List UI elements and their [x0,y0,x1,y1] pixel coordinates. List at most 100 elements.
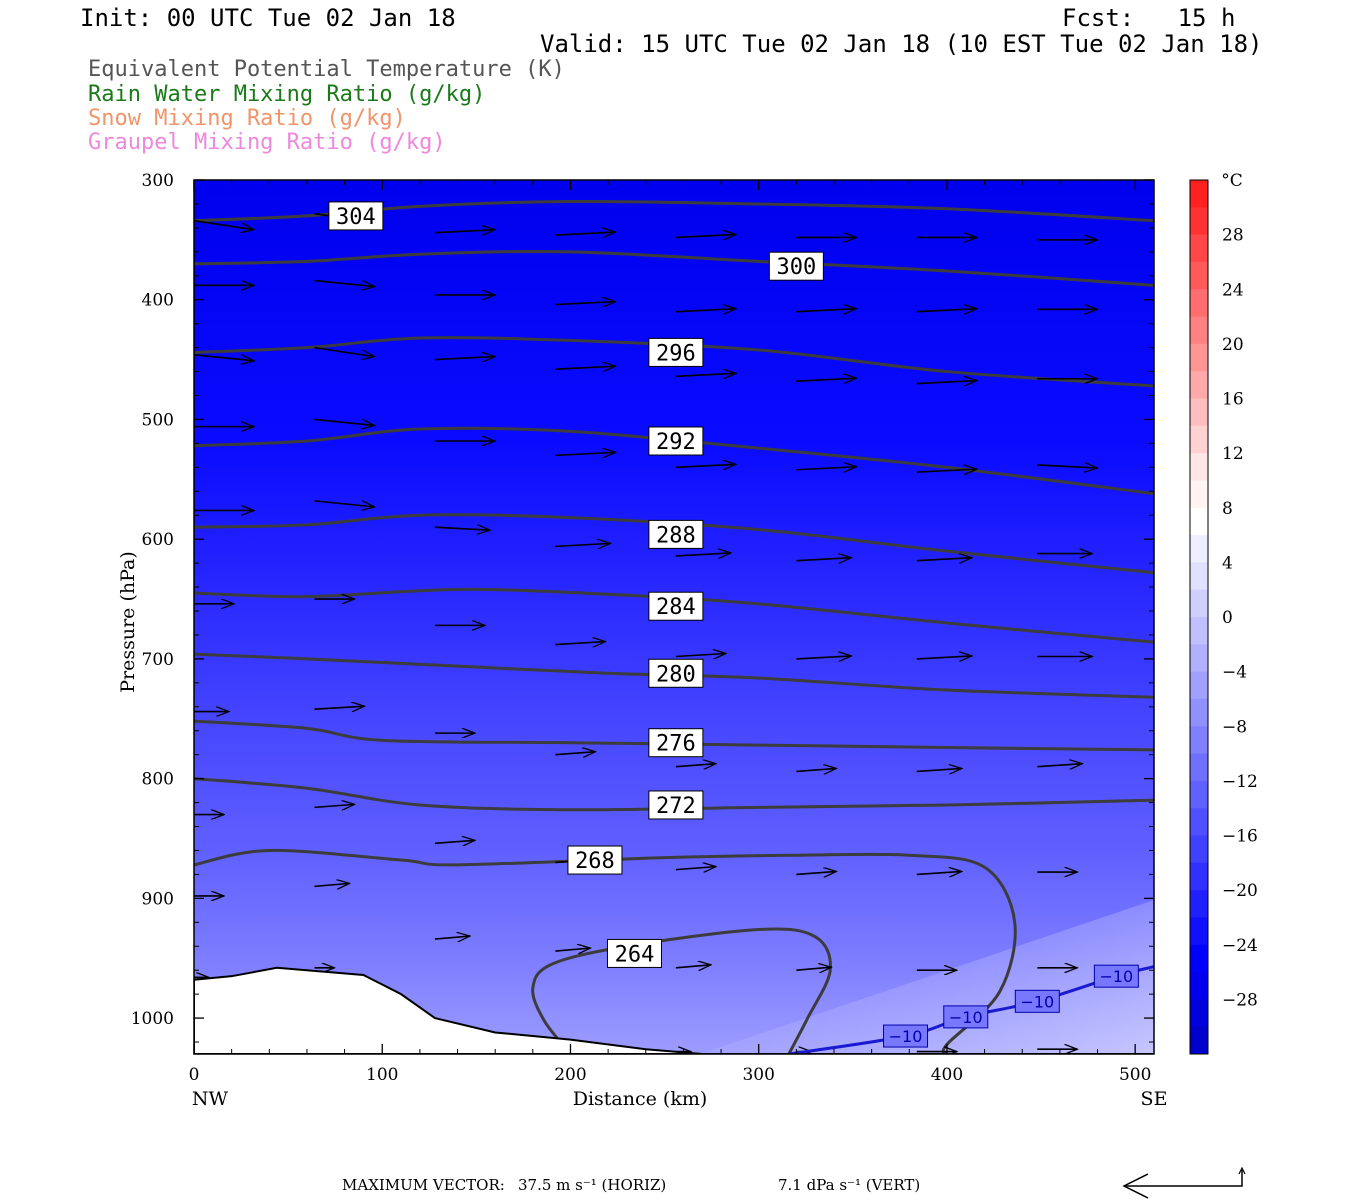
x-end-label-left: NW [192,1088,229,1110]
wind-vector [916,871,962,874]
theta-e-contour-304 [194,199,1154,223]
wind-vector [916,656,972,659]
colorbar-swatch [1190,972,1208,1000]
wind-vector [314,279,374,287]
colorbar-swatch [1190,289,1208,318]
contour-label-296: 296 [656,341,696,366]
wind-vector [555,366,615,369]
colorbar-swatch [1190,343,1208,372]
colorbar-swatch [1190,535,1208,563]
colorbar-swatch [1190,835,1208,864]
x-tick-label: 300 [742,1065,774,1085]
colorbar-label: 8 [1222,499,1233,519]
x-tick-label: 0 [189,1065,200,1085]
wind-vector [555,452,615,455]
isotherm-label: −10 [1020,992,1054,1011]
contour-label-box [648,658,704,688]
colorbar-swatch [1190,562,1208,591]
contour-label-box [648,790,704,820]
theta-e-contour-272 [194,777,1154,812]
wind-vector [916,469,977,472]
colorbar-label: −4 [1222,663,1247,683]
colorbar-swatch [1190,234,1208,263]
wind-vector [314,804,354,807]
wind-vector [796,871,836,874]
theta-e-contour-264 [531,927,832,1054]
contour-label-box [648,337,704,367]
contour-label-304: 304 [336,205,376,230]
theta-e-contour-300 [194,249,1154,287]
colorbar-label: −20 [1222,881,1258,901]
wind-vector [314,706,364,709]
contour-label-box [606,938,662,968]
valid-time: Valid: 15 UTC Tue 02 Jan 18 (10 EST Tue … [540,30,1263,58]
wind-vector [916,381,977,384]
colorbar-label: 0 [1222,608,1233,628]
wind-vector [314,500,374,507]
colorbar-label: −16 [1222,827,1258,847]
contour-label-box [768,251,824,281]
colorbar-label: 24 [1222,280,1244,300]
wind-vector [434,936,470,939]
isotherm-label: −10 [889,1027,923,1046]
colorbar-label: 20 [1222,335,1244,355]
contour-label-272: 272 [656,794,696,819]
contour-label-box [648,426,704,456]
contour-label-box [648,728,704,758]
theta-e-contour-280 [194,652,1154,699]
x-tick-label: 200 [554,1065,586,1085]
colorbar-swatch [1190,780,1208,809]
contour-label-284: 284 [656,595,696,620]
theta-e-contour-288 [194,513,1154,575]
colorbar-swatch [1190,917,1208,946]
theta-e-contour-268 [194,848,1017,1054]
x-tick-label: 100 [366,1065,398,1085]
max-vector-vert: 7.1 dPa s⁻¹ (VERT) [778,1176,921,1194]
contour-label-292: 292 [656,430,696,455]
y-tick-label: 300 [142,171,174,191]
colorbar-label: −12 [1222,772,1258,792]
wind-vector [675,234,736,237]
y-tick-label: 800 [142,770,174,790]
y-tick-label: 1000 [131,1009,174,1029]
colorbar-swatch [1190,371,1208,399]
y-tick-label: 700 [142,650,174,670]
wind-vector [796,467,856,470]
contour-label-box [648,519,704,549]
wind-vector [555,642,605,645]
contour-label-box [328,201,384,231]
wind-vector [916,558,972,561]
isotherm-label-box [1014,989,1060,1013]
colorbar-swatch [1190,261,1208,290]
colorbar-swatch [1190,726,1208,755]
contour-label-box [567,845,623,875]
wind-vector [1037,764,1082,767]
wind-vector [675,965,711,968]
contour-label-280: 280 [656,662,696,687]
wind-vector [796,309,856,312]
isotherm-label-box [943,1005,989,1029]
max-vector-label: MAXIMUM VECTOR: [342,1176,505,1194]
wind-vector [675,464,736,467]
contour-label-box [648,591,704,621]
wind-vector [555,543,610,546]
theta-e-contour-284 [194,587,1154,644]
wind-vector [675,764,716,767]
theta-e-contour-276 [194,719,1154,752]
isotherm-label-box [883,1024,929,1048]
colorbar-swatch [1190,398,1208,427]
colorbar-label: 28 [1222,226,1244,246]
init-time: Init: 00 UTC Tue 02 Jan 18 [80,4,456,32]
plot-area: −10 −10 −10 −10 304 300 296 292 288 284 280 276 272… [194,180,1154,1054]
wind-vector [675,867,716,870]
wind-vector [916,768,962,771]
max-vector-horiz: 37.5 m s⁻¹ (HORIZ) [518,1176,667,1194]
y-tick-label: 400 [142,291,174,311]
wind-vector [555,302,615,305]
y-tick-label: 900 [142,889,174,909]
colorbar-frame [1189,179,1209,1055]
wind-vector [796,558,851,561]
theta-e-contour-292 [194,426,1154,496]
wind-vector [314,346,374,357]
wind-vector [675,553,731,556]
